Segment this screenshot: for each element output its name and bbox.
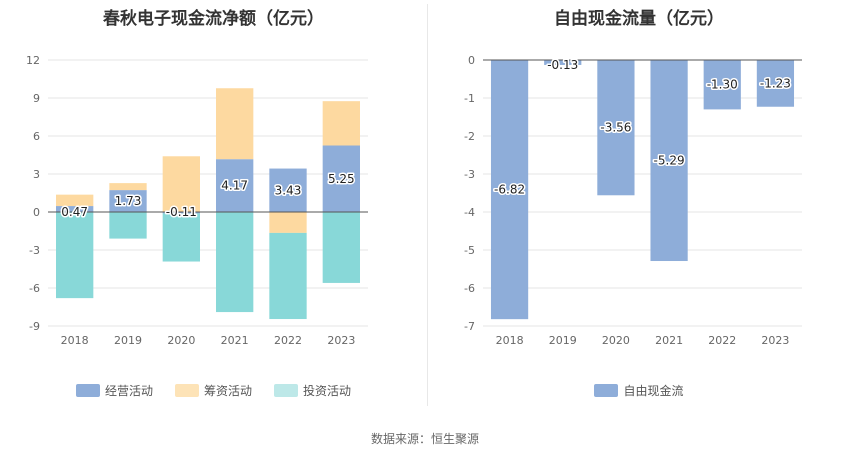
- y-tick-label: 12: [26, 54, 40, 67]
- bar-投资活动-2023: [322, 212, 360, 283]
- bar-筹资活动-2022: [269, 212, 307, 233]
- legend-label-fcf: 自由现金流: [623, 384, 684, 398]
- y-tick-label: 6: [33, 130, 40, 143]
- y-tick-label: -5: [464, 244, 475, 257]
- data-label: -5.29: [654, 154, 685, 168]
- x-tick-label: 2022: [274, 334, 302, 347]
- x-tick-label: 2020: [167, 334, 195, 347]
- y-tick-label: -3: [29, 244, 40, 257]
- fcf-chart-panel: 自由现金流量（亿元） 0 -1 -2 -3 -4 -5 -6 -7 2018 2019 2020 20…: [428, 0, 850, 410]
- cashflow-chart-panel: 春秋电子现金流净额（亿元） 12 9 6 3 0 -3 -6 -9 2018 2019 2020 20…: [0, 0, 427, 410]
- legend-swatch-fcf: [594, 384, 619, 397]
- bar-经营活动-2022: [269, 168, 307, 212]
- legend-swatch-investing: [274, 384, 298, 397]
- bar-自由现金流-2019: [544, 60, 582, 65]
- legend-swatch-financing: [174, 384, 199, 397]
- y-tick-label: -9: [29, 320, 40, 333]
- x-tick-label: 2019: [549, 334, 577, 347]
- data-label: 4.17: [221, 179, 248, 193]
- bar-筹资活动-2020: [162, 156, 200, 212]
- bar-自由现金流-2018: [490, 60, 529, 320]
- y-tick-label: -1: [464, 92, 475, 105]
- bar-投资活动-2020: [162, 213, 200, 262]
- data-label: -0.13: [547, 58, 578, 72]
- panel-divider: [427, 4, 428, 406]
- legend-label-operating: 经营活动: [104, 384, 153, 398]
- cashflow-legend: 经营活动 筹资活动 投资活动: [0, 382, 427, 399]
- x-tick-label: 2022: [708, 334, 736, 347]
- data-label: -1.23: [760, 76, 791, 90]
- x-tick-label: 2019: [114, 334, 142, 347]
- bar-自由现金流-2023: [756, 60, 795, 107]
- bar-投资活动-2022: [269, 232, 307, 320]
- bar-经营活动-2018: [56, 206, 94, 212]
- data-label: 1.73: [115, 194, 142, 208]
- y-tick-label: -7: [464, 320, 475, 333]
- data-source-note: 数据来源：恒生聚源: [370, 432, 479, 446]
- y-tick-label: -3: [464, 168, 475, 181]
- x-tick-label: 2021: [221, 334, 249, 347]
- bar-筹资活动-2021: [216, 88, 254, 160]
- y-tick-label: -6: [29, 282, 40, 295]
- data-label: -6.82: [494, 183, 525, 197]
- data-label: -1.30: [707, 78, 738, 92]
- cashflow-chart-title: 春秋电子现金流净额（亿元）: [103, 9, 324, 29]
- cashflow-chart-svg: 12 9 6 3 0 -3 -6 -9 2018 2019 2020 2021 2022 2023 0.47…: [26, 54, 368, 347]
- data-label: 3.43: [275, 183, 302, 197]
- data-label: -0.11: [166, 205, 197, 219]
- x-tick-label: 2021: [655, 334, 683, 347]
- legend-swatch-operating: [75, 384, 100, 397]
- bar-投资活动-2019: [109, 212, 147, 239]
- bar-经营活动-2020: [162, 212, 200, 214]
- y-tick-label: 9: [33, 92, 40, 105]
- x-tick-label: 2020: [602, 334, 630, 347]
- data-label: 0.47: [61, 205, 88, 219]
- x-tick-label: 2023: [327, 334, 355, 347]
- bar-自由现金流-2020: [597, 60, 635, 196]
- y-tick-label: 0: [468, 54, 475, 67]
- data-label: 5.25: [328, 172, 355, 186]
- bar-投资活动-2018: [56, 212, 94, 299]
- x-tick-label: 2018: [496, 334, 524, 347]
- bar-筹资活动-2018: [56, 194, 94, 207]
- y-tick-label: -6: [464, 282, 475, 295]
- bar-筹资活动-2023: [322, 101, 360, 146]
- fcf-chart-svg: 0 -1 -2 -3 -4 -5 -6 -7 2018 2019 2020 2021 2022 2023 -…: [464, 54, 802, 347]
- legend-item-fcf[interactable]: 自由现金流: [594, 382, 684, 399]
- bar-投资活动-2021: [216, 212, 254, 313]
- data-label: -3.56: [600, 121, 631, 135]
- y-tick-label: -4: [464, 206, 475, 219]
- legend-item-operating[interactable]: 经营活动: [75, 382, 153, 399]
- bar-经营活动-2019: [109, 190, 147, 212]
- legend-label-investing: 投资活动: [303, 384, 352, 398]
- bar-自由现金流-2022: [703, 60, 741, 110]
- fcf-legend: 自由现金流: [428, 382, 850, 399]
- fcf-chart-title: 自由现金流量（亿元）: [554, 9, 724, 29]
- y-tick-label: 3: [33, 168, 40, 181]
- bar-筹资活动-2019: [109, 183, 147, 191]
- y-tick-label: -2: [464, 130, 475, 143]
- legend-label-financing: 筹资活动: [203, 384, 252, 398]
- bar-经营活动-2023: [322, 145, 360, 212]
- legend-item-financing[interactable]: 筹资活动: [174, 382, 252, 399]
- x-tick-label: 2023: [761, 334, 789, 347]
- x-tick-label: 2018: [61, 334, 89, 347]
- bar-经营活动-2021: [216, 159, 254, 212]
- y-tick-label: 0: [33, 206, 40, 219]
- legend-item-investing[interactable]: 投资活动: [274, 382, 351, 399]
- bar-自由现金流-2021: [650, 60, 688, 262]
